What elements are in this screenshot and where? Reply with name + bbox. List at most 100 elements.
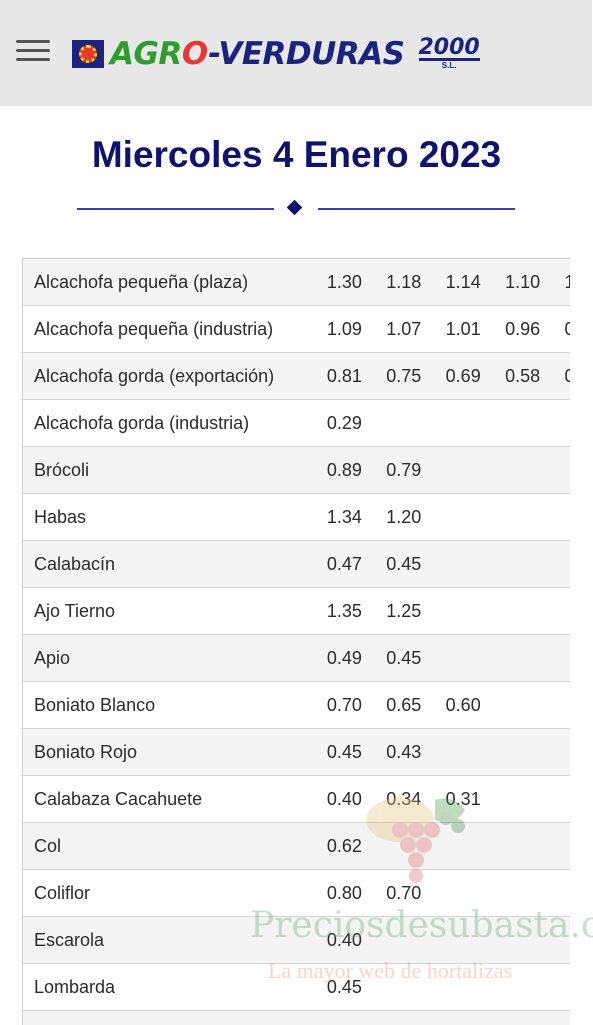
price-cell bbox=[564, 1011, 570, 1025]
price-cell: 0.62 bbox=[326, 823, 385, 870]
price-cell: 0.34 bbox=[385, 776, 444, 823]
price-cell: 1.34 bbox=[326, 494, 385, 541]
table-row: Alcachofa gorda (industria)0.29 bbox=[23, 400, 570, 447]
product-name: Alcachofa pequeña (industria) bbox=[23, 306, 326, 353]
product-name: Calabacín bbox=[23, 541, 326, 588]
price-cell bbox=[445, 447, 504, 494]
price-cell bbox=[564, 541, 570, 588]
price-cell: 0.45 bbox=[385, 541, 444, 588]
price-cell: 0.43 bbox=[385, 729, 444, 776]
diamond-icon bbox=[287, 200, 303, 216]
price-cell: 0.60 bbox=[445, 682, 504, 729]
price-cell bbox=[445, 400, 504, 447]
price-cell: 0.45 bbox=[385, 635, 444, 682]
price-cell bbox=[504, 729, 563, 776]
price-cell bbox=[445, 541, 504, 588]
price-cell: 0.65 bbox=[385, 682, 444, 729]
price-cell bbox=[504, 917, 563, 964]
price-cell: 1.30 bbox=[326, 259, 385, 306]
product-name: Escarola bbox=[23, 917, 326, 964]
price-cell bbox=[445, 870, 504, 917]
price-cell: 0.45 bbox=[326, 964, 385, 1011]
price-cell bbox=[504, 400, 563, 447]
price-cell bbox=[564, 494, 570, 541]
app-header: AGRO-VERDURAS 2000 S.L. bbox=[0, 0, 592, 106]
price-cell bbox=[385, 1011, 444, 1025]
page-title: Miercoles 4 Enero 2023 bbox=[0, 134, 593, 176]
price-cell: 0.58 bbox=[504, 353, 563, 400]
price-cell: 1.07 bbox=[385, 306, 444, 353]
price-cell: 0.79 bbox=[385, 447, 444, 494]
price-cell bbox=[504, 447, 563, 494]
price-cell bbox=[385, 400, 444, 447]
price-cell: 1.14 bbox=[445, 259, 504, 306]
price-cell bbox=[504, 682, 563, 729]
price-cell: 1.25 bbox=[385, 588, 444, 635]
price-cell: 0.40 bbox=[326, 776, 385, 823]
price-cell bbox=[504, 588, 563, 635]
price-cell bbox=[564, 917, 570, 964]
price-cell: 1.20 bbox=[385, 494, 444, 541]
product-name: Alcachofa pequeña (plaza) bbox=[23, 259, 326, 306]
price-cell bbox=[504, 964, 563, 1011]
price-cell: 0.69 bbox=[445, 353, 504, 400]
price-cell bbox=[445, 729, 504, 776]
site-logo[interactable]: AGRO-VERDURAS 2000 S.L. bbox=[72, 36, 480, 72]
price-cell bbox=[385, 964, 444, 1011]
product-name: Alcachofa gorda (industria) bbox=[23, 400, 326, 447]
product-name: Habas bbox=[23, 494, 326, 541]
price-cell bbox=[385, 917, 444, 964]
title-divider-left bbox=[77, 208, 274, 210]
price-cell bbox=[564, 682, 570, 729]
price-cell bbox=[564, 400, 570, 447]
price-cell bbox=[564, 447, 570, 494]
price-cell bbox=[504, 870, 563, 917]
product-name: Col bbox=[23, 823, 326, 870]
price-cell: 1.01 bbox=[445, 306, 504, 353]
price-cell: 1.0 bbox=[564, 259, 570, 306]
price-cell: 0.89 bbox=[326, 447, 385, 494]
price-cell bbox=[504, 541, 563, 588]
price-cell bbox=[385, 823, 444, 870]
product-name: Alcachofa gorda (exportación) bbox=[23, 353, 326, 400]
price-cell bbox=[564, 635, 570, 682]
price-cell bbox=[504, 1011, 563, 1025]
table-row bbox=[23, 1011, 570, 1025]
price-cell: 0.40 bbox=[326, 917, 385, 964]
price-cell bbox=[445, 494, 504, 541]
price-cell: 0.49 bbox=[326, 635, 385, 682]
product-name: Lombarda bbox=[23, 964, 326, 1011]
product-name: Apio bbox=[23, 635, 326, 682]
price-cell bbox=[445, 823, 504, 870]
price-cell: 0.70 bbox=[326, 682, 385, 729]
product-name: Boniato Rojo bbox=[23, 729, 326, 776]
price-cell: 0.80 bbox=[326, 870, 385, 917]
price-cell bbox=[564, 823, 570, 870]
price-cell: 0.45 bbox=[326, 729, 385, 776]
price-cell: 0.75 bbox=[385, 353, 444, 400]
price-cell bbox=[564, 964, 570, 1011]
price-cell: 0.70 bbox=[385, 870, 444, 917]
product-name bbox=[23, 1011, 326, 1025]
price-cell bbox=[504, 494, 563, 541]
price-cell: 1.10 bbox=[504, 259, 563, 306]
hamburger-menu-icon[interactable] bbox=[16, 40, 52, 66]
price-cell: 0.81 bbox=[326, 353, 385, 400]
product-name: Calabaza Cacahuete bbox=[23, 776, 326, 823]
price-cell: 0.4 bbox=[564, 353, 570, 400]
price-cell: 0.47 bbox=[326, 541, 385, 588]
price-cell bbox=[564, 588, 570, 635]
price-cell bbox=[564, 729, 570, 776]
price-cell bbox=[564, 776, 570, 823]
price-cell bbox=[445, 588, 504, 635]
